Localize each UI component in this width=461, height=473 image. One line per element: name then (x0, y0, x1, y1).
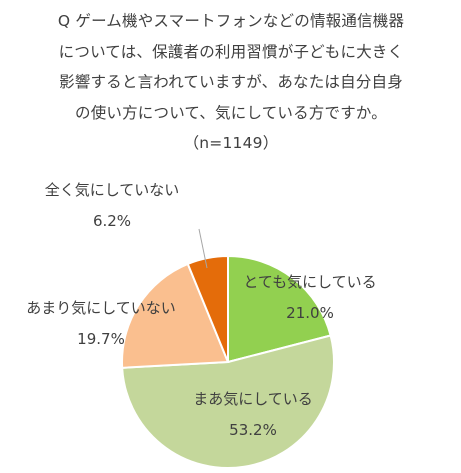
slice-value-3: 6.2% (93, 212, 131, 230)
pie-slices (121, 254, 335, 470)
slice-label-1: まあ気にしている (193, 390, 313, 408)
slice-leader-line (198, 228, 208, 269)
slice-value-0: 21.0% (286, 304, 334, 322)
pie-slice-1 (121, 334, 335, 470)
slice-label-3: 全く気にしていない (45, 181, 180, 199)
slice-label-0: とても気にしている (243, 273, 376, 291)
slice-value-2: 19.7% (77, 330, 125, 348)
pie-slice-0 (227, 254, 332, 364)
pie-slice-2 (121, 262, 230, 369)
pie-slice-3 (186, 254, 229, 363)
chart-title: Q ゲーム機やスマートフォンなどの情報通信機器については、保護者の利用習慣が子ど… (57, 12, 405, 152)
slice-value-1: 53.2% (229, 421, 277, 439)
slice-label-2: あまり気にしていない (26, 299, 176, 317)
